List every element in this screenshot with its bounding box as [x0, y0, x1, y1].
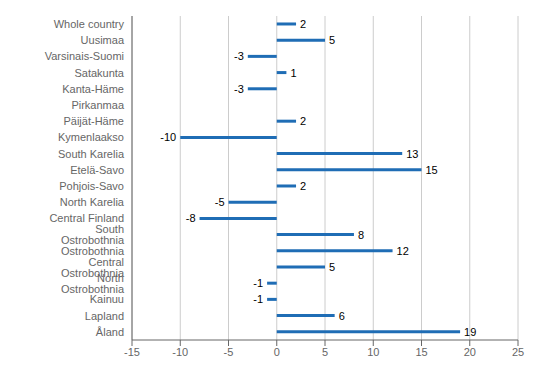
svg-text:Åland: Åland — [96, 326, 124, 338]
svg-text:Uusimaa: Uusimaa — [81, 34, 125, 46]
svg-text:-1: -1 — [253, 277, 263, 289]
svg-text:Ostrobothnia: Ostrobothnia — [61, 244, 124, 257]
svg-text:Kanta-Häme: Kanta-Häme — [62, 83, 124, 95]
svg-text:Satakunta: Satakunta — [74, 67, 124, 79]
svg-text:NorthOstrobothnia: NorthOstrobothnia — [61, 272, 125, 295]
svg-text:-3: -3 — [234, 50, 244, 62]
svg-text:Lapland: Lapland — [85, 310, 124, 322]
svg-text:SouthOstrobothnia: SouthOstrobothnia — [61, 223, 125, 246]
svg-text:-5: -5 — [215, 196, 225, 208]
svg-text:-5: -5 — [224, 346, 234, 358]
svg-text:Pohjois-Savo: Pohjois-Savo — [59, 180, 124, 192]
svg-text:0: 0 — [274, 346, 280, 358]
svg-text:15: 15 — [426, 164, 438, 176]
svg-text:2: 2 — [300, 18, 306, 30]
svg-text:North Karelia: North Karelia — [60, 196, 125, 208]
svg-text:8: 8 — [358, 229, 364, 241]
svg-text:-3: -3 — [234, 83, 244, 95]
svg-text:20: 20 — [464, 346, 476, 358]
svg-text:19: 19 — [464, 326, 476, 338]
html-text:Central: Central — [88, 255, 124, 268]
svg-text:Kymenlaakso: Kymenlaakso — [58, 131, 124, 143]
svg-text:12: 12 — [397, 245, 409, 257]
svg-text:-8: -8 — [186, 212, 196, 224]
svg-text:Etelä-Savo: Etelä-Savo — [70, 164, 124, 176]
svg-text:Central Finland: Central Finland — [49, 212, 124, 225]
svg-text:Whole country: Whole country — [54, 18, 125, 30]
svg-text:Varsinais-Suomi: Varsinais-Suomi — [45, 50, 124, 62]
svg-text:South Karelia: South Karelia — [58, 148, 125, 160]
svg-text:Pirkanmaa: Pirkanmaa — [71, 99, 124, 111]
svg-text:15: 15 — [415, 346, 427, 358]
svg-text:10: 10 — [367, 346, 379, 358]
svg-text:-10: -10 — [172, 346, 188, 358]
svg-text:5: 5 — [322, 346, 328, 358]
svg-text:-15: -15 — [124, 346, 140, 358]
svg-text:-10: -10 — [160, 131, 176, 143]
svg-text:-1: -1 — [253, 293, 263, 305]
svg-text:2: 2 — [300, 115, 306, 127]
svg-text:Päijät-Häme: Päijät-Häme — [63, 115, 124, 127]
svg-text:1: 1 — [290, 67, 296, 79]
svg-text:13: 13 — [406, 148, 418, 160]
svg-text:2: 2 — [300, 180, 306, 192]
svg-text:5: 5 — [329, 34, 335, 46]
svg-text:6: 6 — [339, 310, 345, 322]
svg-text:25: 25 — [512, 346, 524, 358]
svg-text:Kainuu: Kainuu — [90, 293, 124, 305]
svg-text:5: 5 — [329, 261, 335, 273]
